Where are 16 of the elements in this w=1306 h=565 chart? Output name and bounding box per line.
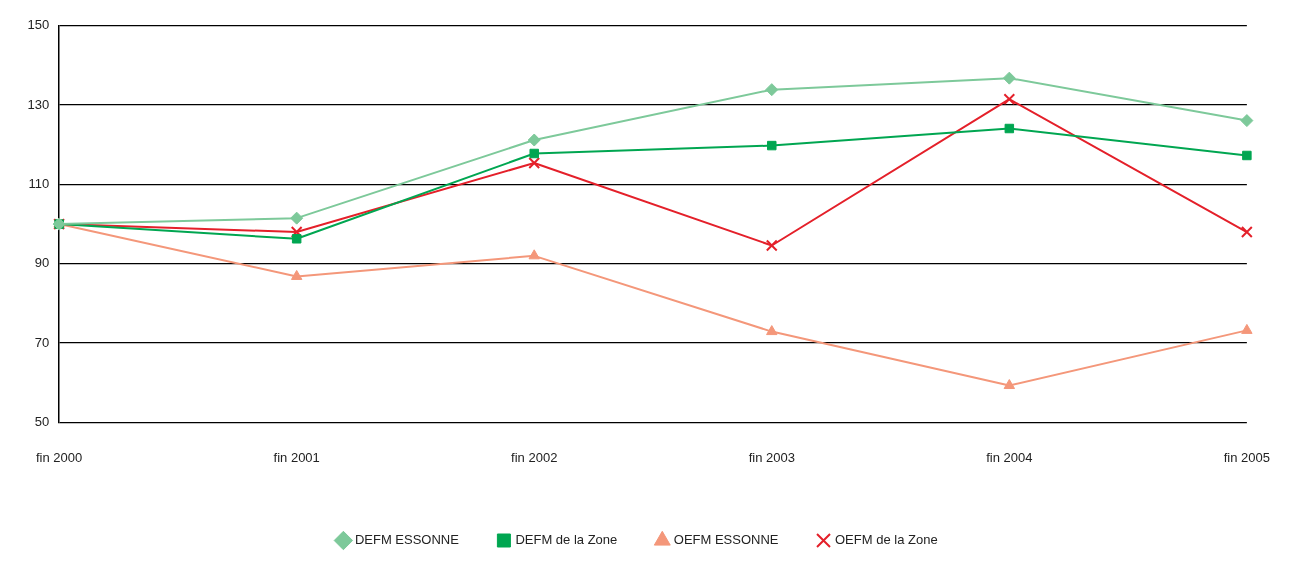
x-tick-label: fin 2004 — [986, 449, 1033, 465]
y-tick-label: 70 — [34, 334, 50, 350]
legend-label: OEFM de la Zone — [835, 532, 938, 548]
y-tick-label: 110 — [28, 176, 50, 192]
x-tick-label: fin 2000 — [36, 449, 83, 465]
legend-label: OEFM ESSONNE — [673, 532, 779, 548]
y-tick-label: 130 — [27, 96, 50, 112]
y-tick-label: 90 — [34, 255, 50, 271]
legend-label: DEFM ESSONNE — [354, 532, 460, 548]
legend-label: DEFM de la Zone — [515, 532, 618, 548]
x-tick-label: fin 2005 — [1223, 449, 1270, 465]
y-tick-label: 50 — [34, 413, 50, 429]
x-tick-label: fin 2002 — [511, 449, 558, 465]
x-tick-label: fin 2003 — [748, 449, 795, 465]
x-tick-label: fin 2001 — [273, 449, 320, 465]
y-tick-label: 150 — [27, 17, 50, 33]
